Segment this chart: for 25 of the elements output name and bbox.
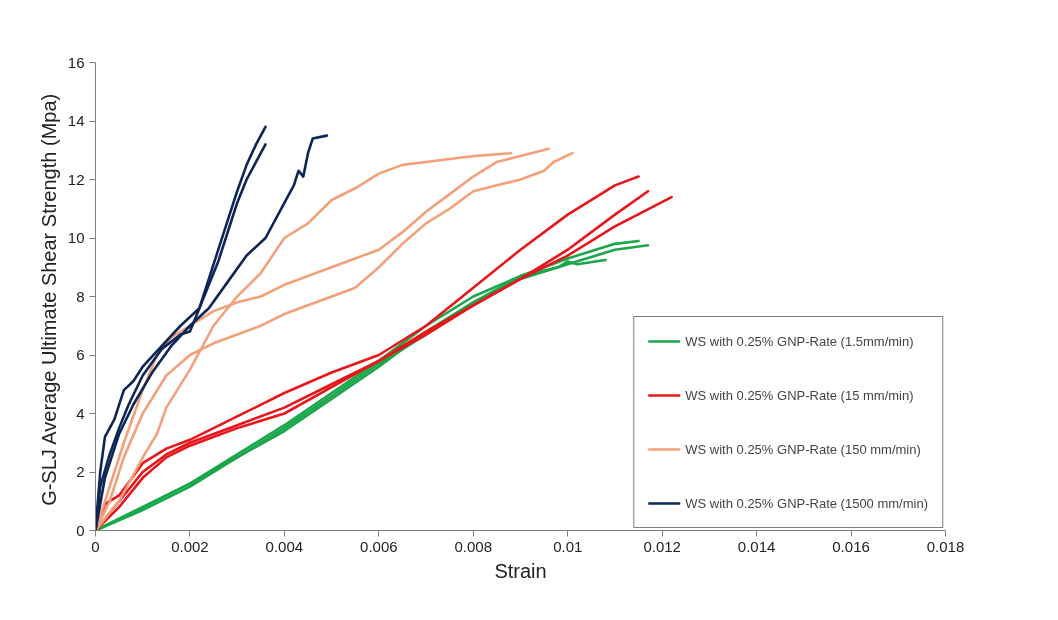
legend-label: WS with 0.25% GNP-Rate (1500 mm/min) xyxy=(685,495,928,511)
x-tick-label: 0.012 xyxy=(643,537,681,555)
legend-label: WS with 0.25% GNP-Rate (1.5mm/min) xyxy=(685,333,914,349)
y-tick-label: 16 xyxy=(67,53,85,71)
y-tick-label: 14 xyxy=(67,112,85,129)
x-tick-label: 0.008 xyxy=(454,537,493,555)
x-tick-label: 0.018 xyxy=(926,537,965,555)
y-tick-label: 4 xyxy=(76,404,85,422)
y-tick-label: 12 xyxy=(67,170,85,188)
x-tick-label: 0 xyxy=(91,537,100,555)
x-tick-label: 0.002 xyxy=(171,537,209,555)
x-tick-label: 0.014 xyxy=(737,537,776,555)
y-tick-label: 8 xyxy=(76,287,85,305)
y-axis-title: G-SLJ Average Ultimate Shear Strength (Mpa) xyxy=(37,93,60,506)
y-tick-label: 6 xyxy=(76,346,85,363)
y-tick-label: 0 xyxy=(76,521,85,539)
x-tick-label: 0.004 xyxy=(265,537,304,555)
x-tick-label: 0.006 xyxy=(360,537,398,555)
y-tick-label: 10 xyxy=(67,229,85,246)
legend-label: WS with 0.25% GNP-Rate (150 mm/min) xyxy=(685,441,921,457)
x-tick-label: 0.016 xyxy=(832,537,870,555)
legend-label: WS with 0.25% GNP-Rate (15 mm/min) xyxy=(685,387,914,403)
y-tick-label: 2 xyxy=(76,463,85,480)
x-tick-label: 0.01 xyxy=(553,537,583,555)
x-axis-title: Strain xyxy=(494,559,547,582)
